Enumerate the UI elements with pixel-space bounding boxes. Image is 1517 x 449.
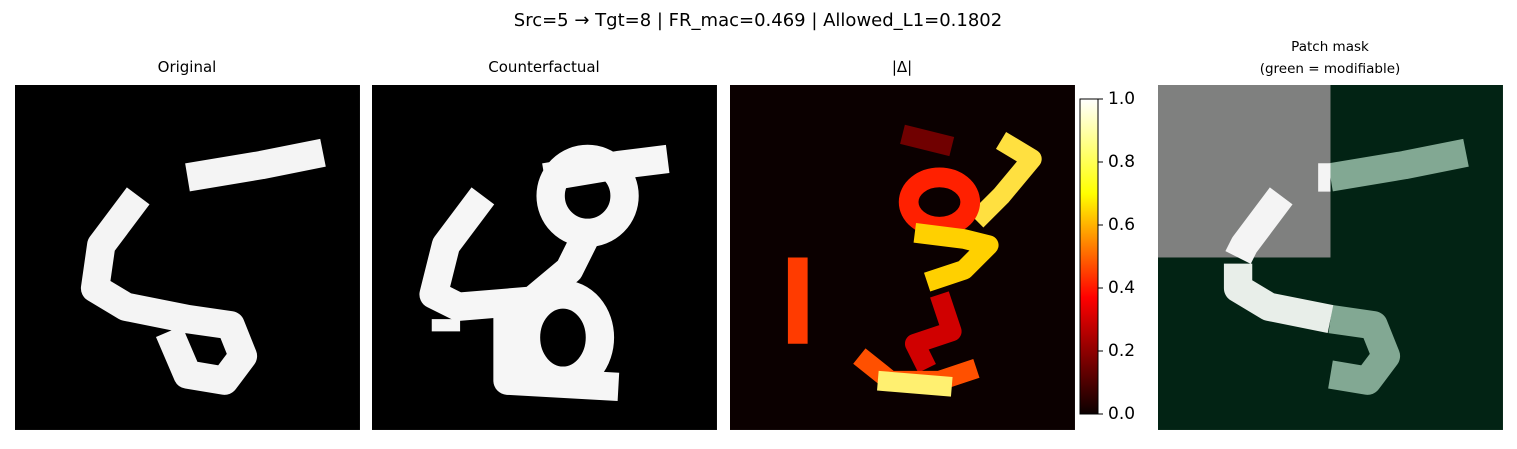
- tick-label: 0.2: [1108, 341, 1135, 361]
- image-mask: [1158, 85, 1503, 430]
- panel-title: |Δ|: [892, 58, 912, 76]
- figure-title: Src=5 → Tgt=8 | FR_mac=0.469 | Allowed_L…: [514, 10, 1002, 31]
- panel-title: Patch mask: [1291, 39, 1369, 55]
- tick-label: 0.8: [1108, 152, 1135, 172]
- image-delta: [730, 85, 1075, 430]
- colorbar: [1079, 98, 1099, 415]
- panel-title: Original: [158, 58, 217, 76]
- panel-title: Counterfactual: [488, 58, 599, 76]
- tick-label: 0.4: [1108, 278, 1135, 298]
- tick-label: 0.6: [1108, 215, 1135, 235]
- panel-title: (green = modifiable): [1260, 61, 1401, 77]
- image-original: [15, 85, 360, 430]
- tick-label: 1.0: [1108, 89, 1135, 109]
- image-counterfactual: [372, 85, 717, 430]
- colorbar-ticks: 0.0 0.2 0.4 0.6 0.8 1.0: [1098, 89, 1135, 424]
- tick-label: 0.0: [1108, 404, 1135, 424]
